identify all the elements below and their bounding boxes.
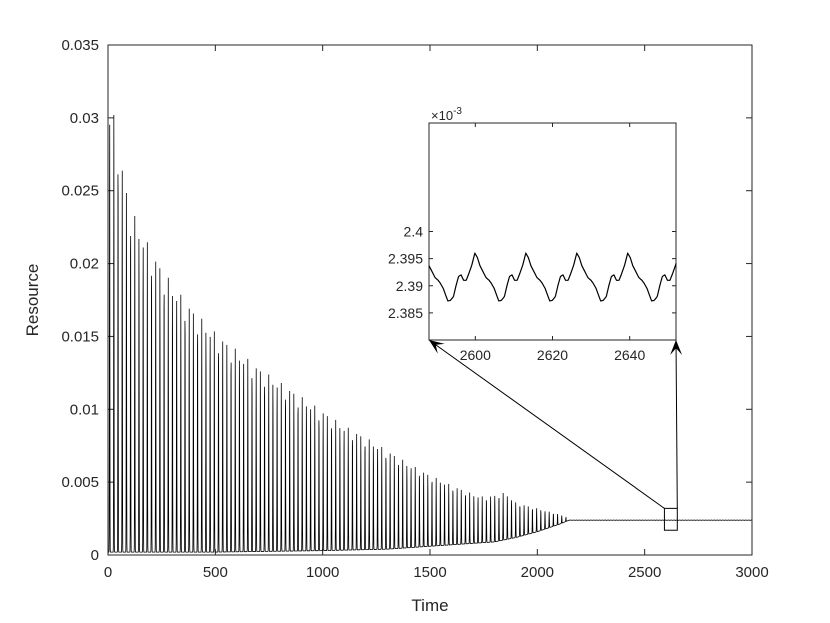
inset-y-multiplier-exponent: -3 (453, 106, 462, 117)
y-tick-label: 0.025 (61, 183, 99, 200)
inset-x-tick-label: 2640 (614, 347, 645, 363)
y-tick-label: 0.035 (61, 37, 99, 54)
inset-y-tick-label: 2.385 (388, 305, 423, 321)
zoom-arrow-right-head (670, 340, 683, 356)
x-tick-label: 0 (104, 564, 112, 581)
inset-ticks: 2600 2620 2640 2.385 2.39 2.395 2.4 (388, 123, 676, 363)
inset-y-tick-label: 2.395 (388, 251, 423, 267)
zoom-arrow-left-head (429, 340, 445, 354)
x-tick-label: 1500 (413, 564, 446, 581)
inset-y-multiplier: ×10-3 (431, 106, 462, 123)
inset-x-tick-label: 2600 (460, 347, 491, 363)
x-tick-label: 500 (203, 564, 228, 581)
y-axis-title: Resource (23, 264, 42, 337)
inset-y-tick-label: 2.4 (404, 224, 424, 240)
main-series (108, 114, 752, 553)
zoom-box (663, 507, 678, 531)
main-series-line (108, 114, 752, 553)
y-tick-label: 0.01 (70, 401, 99, 418)
x-tick-label: 2500 (628, 564, 661, 581)
inset-y-tick-label: 2.39 (396, 278, 423, 294)
zoom-arrow-left (428, 339, 665, 509)
zoom-arrow-right (675, 339, 678, 509)
x-tick-label: 2000 (521, 564, 554, 581)
x-tick-label: 3000 (735, 564, 768, 581)
y-tick-label: 0.02 (70, 256, 99, 273)
inset-series (428, 251, 677, 302)
x-tick-label: 1000 (306, 564, 339, 581)
x-axis-title: Time (411, 596, 448, 615)
y-tick-label: 0.03 (70, 110, 99, 127)
inset-x-tick-label: 2620 (537, 347, 568, 363)
y-tick-label: 0.015 (61, 328, 99, 345)
inset-plot-area (428, 122, 677, 341)
y-tick-label: 0 (91, 547, 99, 564)
inset-y-multiplier-base: ×10 (431, 108, 453, 123)
y-tick-label: 0.005 (61, 474, 99, 491)
zoom-indicator (428, 339, 683, 531)
inset-series-line (428, 251, 677, 302)
main-ticks: 0 500 1000 1500 2000 2500 3000 0 0.005 0.01 0.015 0… (61, 37, 768, 581)
